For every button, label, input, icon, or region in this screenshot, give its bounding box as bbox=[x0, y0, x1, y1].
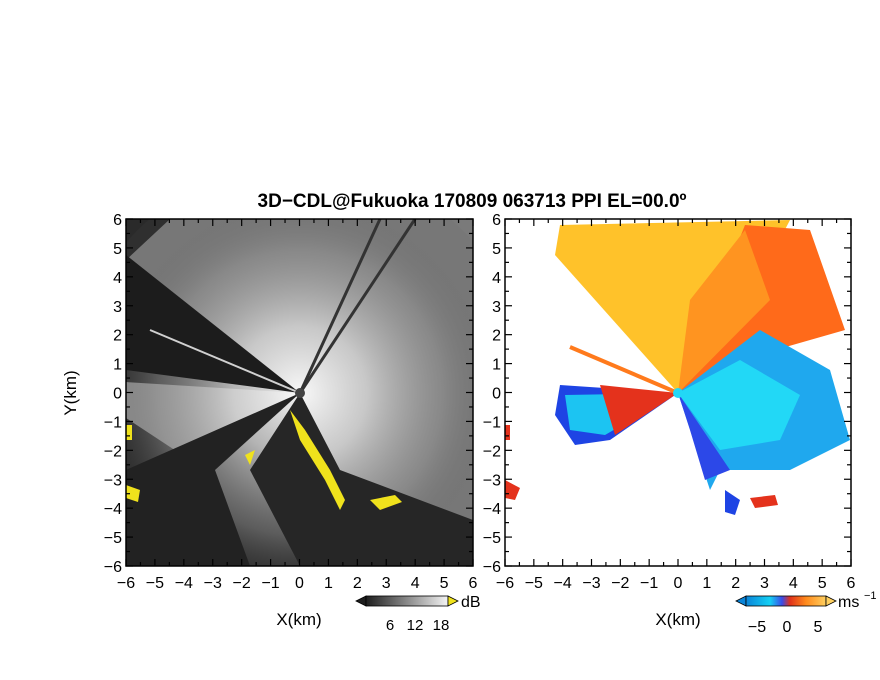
x-tick-label: 4 bbox=[411, 575, 420, 592]
x-tick-label: −1 bbox=[640, 575, 658, 592]
velocity-streak bbox=[569, 345, 679, 395]
velocity-fold-region bbox=[600, 385, 678, 435]
x-tick-label: −2 bbox=[233, 575, 251, 592]
x-tick-label: 1 bbox=[702, 575, 711, 592]
snr-blocked-wedge-sw bbox=[126, 393, 300, 566]
x-tick-label: 3 bbox=[382, 575, 391, 592]
y-tick-label: 1 bbox=[492, 357, 501, 374]
x-tick-label: −5 bbox=[525, 575, 543, 592]
y-tick-label: −5 bbox=[104, 530, 122, 547]
x-tick-label: 0 bbox=[295, 575, 304, 592]
x-tick-label: 6 bbox=[847, 575, 856, 592]
velocity-positive-region bbox=[678, 230, 770, 393]
snr-colorbar: dB 6 12 18 bbox=[355, 594, 481, 634]
snr-streak bbox=[149, 329, 301, 394]
snr-streak bbox=[298, 219, 382, 394]
snr-flag-echo bbox=[126, 425, 132, 440]
y-tick-label: 0 bbox=[113, 386, 122, 403]
x-tick-label: −6 bbox=[117, 575, 135, 592]
snr-colorbar-gradient bbox=[365, 595, 449, 607]
x-tick-label: −4 bbox=[175, 575, 193, 592]
velocity-colorbar-unit: ms bbox=[838, 594, 859, 611]
velocity-colorbar-gradient bbox=[745, 595, 827, 607]
velocity-negative-region bbox=[678, 360, 800, 450]
snr-blocked-wedge-nw bbox=[126, 255, 300, 393]
x-tick-label: −5 bbox=[146, 575, 164, 592]
x-tick-label: −3 bbox=[204, 575, 222, 592]
y-tick-label: 1 bbox=[113, 357, 122, 374]
velocity-edge-echo bbox=[725, 490, 740, 515]
snr-ticks: −6−6 −5 −5 −4 −4 −3 −3 −2 −2 −1 −1 0 0 1 1 2 2 3 3 4 4 5 5 6 6 bbox=[104, 212, 478, 592]
x-tick-label: −6 bbox=[496, 575, 514, 592]
snr-colorbar-over-arrow bbox=[447, 595, 459, 607]
x-tick-label: −1 bbox=[261, 575, 279, 592]
snr-flag-echo bbox=[370, 495, 402, 510]
y-tick-label: 4 bbox=[113, 270, 122, 287]
y-tick-label: −1 bbox=[483, 414, 501, 431]
x-tick-label: 4 bbox=[789, 575, 798, 592]
velocity-origin bbox=[673, 388, 683, 398]
y-tick-label: 2 bbox=[492, 328, 501, 345]
y-tick-label: −3 bbox=[483, 472, 501, 489]
velocity-colorbar-tick: 0 bbox=[783, 619, 792, 636]
velocity-negative-region bbox=[678, 393, 730, 480]
x-axis-label-left: X(km) bbox=[276, 610, 321, 629]
y-tick-label: −2 bbox=[483, 443, 501, 460]
y-tick-label: 6 bbox=[113, 212, 122, 229]
snr-colorbar-tick: 18 bbox=[433, 617, 450, 634]
x-tick-label: 3 bbox=[760, 575, 769, 592]
y-tick-label: 0 bbox=[492, 386, 501, 403]
y-tick-label: −6 bbox=[483, 559, 501, 576]
snr-colorbar-tick: 6 bbox=[386, 617, 394, 634]
y-tick-label: −2 bbox=[104, 443, 122, 460]
y-tick-label: −4 bbox=[483, 501, 501, 518]
y-tick-label: −5 bbox=[483, 530, 501, 547]
snr-colorbar-under-arrow bbox=[355, 595, 367, 607]
velocity-ticks: −6−6 −5 −5 −4 −4 −3 −3 −2 −2 −1 −1 0 0 1 1 2 2 3 3 4 4 5 5 6 6 bbox=[483, 212, 856, 592]
y-tick-label: −4 bbox=[104, 501, 122, 518]
x-tick-label: −3 bbox=[582, 575, 600, 592]
snr-colorbar-tick: 12 bbox=[407, 617, 424, 634]
y-tick-label: 3 bbox=[492, 299, 501, 316]
velocity-colorbar-tick: 5 bbox=[814, 619, 823, 636]
x-tick-label: 6 bbox=[469, 575, 478, 592]
snr-flag-echo bbox=[126, 485, 140, 502]
y-tick-label: 5 bbox=[492, 241, 501, 258]
x-tick-label: 2 bbox=[353, 575, 362, 592]
x-tick-label: 1 bbox=[324, 575, 333, 592]
y-tick-label: 5 bbox=[113, 241, 122, 258]
y-tick-label: 4 bbox=[492, 270, 501, 287]
y-tick-label: −1 bbox=[104, 414, 122, 431]
velocity-colorbar-unit-exponent: −1 bbox=[864, 590, 877, 602]
y-tick-label: −3 bbox=[104, 472, 122, 489]
velocity-edge-echo bbox=[505, 480, 520, 500]
y-tick-label: 2 bbox=[113, 328, 122, 345]
snr-flag-echo bbox=[245, 450, 255, 465]
snr-panel: −6−6 −5 −5 −4 −4 −3 −3 −2 −2 −1 −1 0 0 1 1 2 2 3 3 4 4 5 5 6 6 bbox=[104, 212, 478, 592]
snr-origin bbox=[295, 388, 305, 398]
x-tick-label: 5 bbox=[818, 575, 827, 592]
y-axis-label: Y(km) bbox=[61, 370, 80, 415]
x-tick-label: 2 bbox=[731, 575, 740, 592]
snr-flag-echo bbox=[290, 410, 345, 510]
x-tick-label: −2 bbox=[611, 575, 629, 592]
y-tick-label: −6 bbox=[104, 559, 122, 576]
x-tick-label: 5 bbox=[440, 575, 449, 592]
x-axis-label-right: X(km) bbox=[655, 610, 700, 629]
x-tick-label: −4 bbox=[554, 575, 572, 592]
velocity-positive-region bbox=[678, 225, 845, 393]
y-tick-label: 6 bbox=[492, 212, 501, 229]
velocity-colorbar-under-arrow bbox=[735, 595, 747, 607]
velocity-panel: −6−6 −5 −5 −4 −4 −3 −3 −2 −2 −1 −1 0 0 1 1 2 2 3 3 4 4 5 5 6 6 bbox=[483, 212, 856, 592]
velocity-edge-echo bbox=[750, 495, 778, 508]
velocity-colorbar-over-arrow bbox=[825, 595, 837, 607]
x-tick-label: 0 bbox=[674, 575, 683, 592]
velocity-colorbar: ms −1 −5 0 5 bbox=[735, 590, 877, 636]
velocity-colorbar-tick: −5 bbox=[748, 619, 766, 636]
chart-title: 3D−CDL@Fukuoka 170809 063713 PPI EL=00.0… bbox=[258, 191, 687, 212]
snr-streak bbox=[298, 219, 417, 394]
snr-colorbar-unit: dB bbox=[461, 594, 481, 611]
y-tick-label: 3 bbox=[113, 299, 122, 316]
